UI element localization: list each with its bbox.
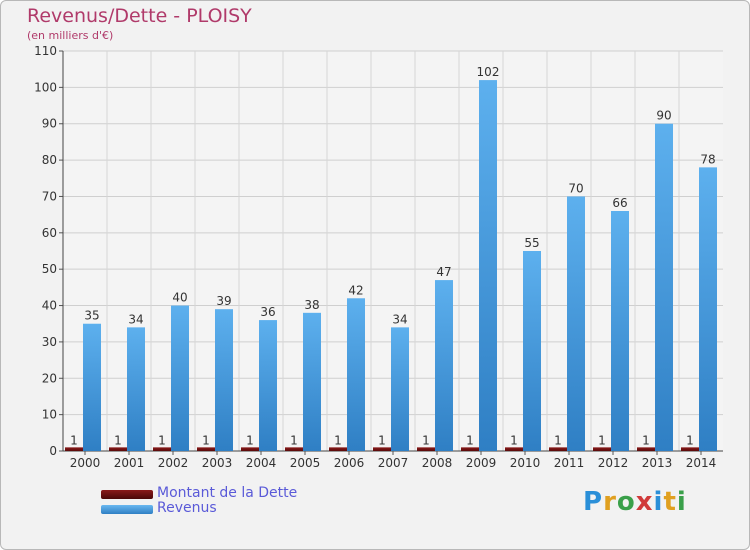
legend-label-revenus: Revenus [157, 500, 217, 516]
bar-revenus-2009 [479, 80, 497, 451]
data-label-dette-2006: 1 [334, 433, 342, 447]
data-label-revenus-2002: 40 [172, 291, 187, 305]
x-tick-label: 2005 [290, 456, 321, 470]
y-tick-label: 10 [42, 408, 57, 422]
bar-revenus-2008 [435, 280, 453, 451]
data-label-revenus-2009: 102 [477, 65, 500, 79]
bar-revenus-2007 [391, 327, 409, 451]
legend-label-dette: Montant de la Dette [157, 485, 298, 501]
bar-dette-2011 [549, 447, 567, 451]
data-label-revenus-2011: 70 [568, 181, 583, 195]
data-label-revenus-2000: 35 [84, 309, 99, 323]
y-tick-label: 90 [42, 117, 57, 131]
data-label-dette-2001: 1 [114, 433, 122, 447]
x-tick-label: 2001 [114, 456, 145, 470]
data-label-dette-2000: 1 [70, 433, 78, 447]
bar-revenus-2014 [699, 167, 717, 451]
data-label-dette-2011: 1 [554, 433, 562, 447]
bar-dette-2009 [461, 447, 479, 451]
data-label-revenus-2013: 90 [656, 109, 671, 123]
x-tick-label: 2011 [554, 456, 585, 470]
data-label-dette-2005: 1 [290, 433, 298, 447]
data-label-revenus-2005: 38 [304, 298, 319, 312]
data-label-revenus-2010: 55 [524, 236, 539, 250]
data-label-dette-2013: 1 [642, 433, 650, 447]
data-label-revenus-2007: 34 [392, 312, 407, 326]
x-tick-label: 2006 [334, 456, 365, 470]
data-label-revenus-2004: 36 [260, 305, 275, 319]
y-tick-label: 0 [49, 444, 57, 458]
y-tick-label: 100 [34, 80, 57, 94]
chart-subtitle: (en milliers d'€) [27, 29, 114, 42]
bar-revenus-2013 [655, 123, 673, 452]
data-label-dette-2009: 1 [466, 433, 474, 447]
y-tick-label: 70 [42, 189, 57, 203]
x-tick-label: 2008 [422, 456, 453, 470]
data-label-dette-2002: 1 [158, 433, 166, 447]
y-tick-label: 20 [42, 371, 57, 385]
y-tick-label: 40 [42, 299, 57, 313]
bar-revenus-2000 [83, 323, 101, 451]
bar-revenus-2005 [303, 312, 321, 451]
data-label-revenus-2006: 42 [348, 283, 363, 297]
data-label-dette-2003: 1 [202, 433, 210, 447]
bar-dette-2013 [637, 447, 655, 451]
bar-revenus-2004 [259, 320, 277, 451]
data-label-revenus-2008: 47 [436, 265, 451, 279]
bar-dette-2007 [373, 447, 391, 451]
y-tick-label: 80 [42, 153, 57, 167]
bar-revenus-2012 [611, 211, 629, 451]
bar-dette-2004 [241, 447, 259, 451]
x-tick-label: 2007 [378, 456, 409, 470]
data-label-revenus-2001: 34 [128, 312, 143, 326]
x-tick-label: 2003 [202, 456, 233, 470]
bar-revenus-2006 [347, 298, 365, 451]
data-label-dette-2014: 1 [686, 433, 694, 447]
bar-dette-2001 [109, 447, 127, 451]
bar-dette-2002 [153, 447, 171, 451]
bar-revenus-2010 [523, 251, 541, 451]
x-tick-label: 2002 [158, 456, 189, 470]
bar-dette-2008 [417, 447, 435, 451]
proxiti-logo: Proxiti [583, 487, 687, 517]
x-tick-label: 2009 [466, 456, 497, 470]
legend-swatch-revenus [101, 505, 153, 514]
chart-title: Revenus/Dette - PLOISY [27, 5, 252, 27]
y-tick-label: 60 [42, 226, 57, 240]
x-tick-label: 2013 [642, 456, 673, 470]
bar-dette-2006 [329, 447, 347, 451]
legend-swatch-dette [101, 490, 153, 499]
data-label-dette-2004: 1 [246, 433, 254, 447]
bar-revenus-2011 [567, 196, 585, 451]
data-label-revenus-2012: 66 [612, 196, 627, 210]
data-label-dette-2007: 1 [378, 433, 386, 447]
bar-revenus-2001 [127, 327, 145, 451]
data-label-revenus-2014: 78 [700, 152, 715, 166]
x-tick-label: 2012 [598, 456, 629, 470]
bar-dette-2003 [197, 447, 215, 451]
data-label-dette-2008: 1 [422, 433, 430, 447]
y-tick-label: 110 [34, 44, 57, 58]
bar-dette-2012 [593, 447, 611, 451]
data-label-dette-2012: 1 [598, 433, 606, 447]
x-tick-label: 2014 [686, 456, 717, 470]
bar-dette-2010 [505, 447, 523, 451]
bar-dette-2014 [681, 447, 699, 451]
x-tick-label: 2010 [510, 456, 541, 470]
bar-dette-2000 [65, 447, 83, 451]
bar-revenus-2002 [171, 305, 189, 451]
x-tick-label: 2004 [246, 456, 277, 470]
y-tick-label: 30 [42, 335, 57, 349]
data-label-dette-2010: 1 [510, 433, 518, 447]
bar-dette-2005 [285, 447, 303, 451]
bar-revenus-2003 [215, 309, 233, 451]
data-label-revenus-2003: 39 [216, 294, 231, 308]
y-tick-label: 50 [42, 262, 57, 276]
x-tick-label: 2000 [70, 456, 101, 470]
